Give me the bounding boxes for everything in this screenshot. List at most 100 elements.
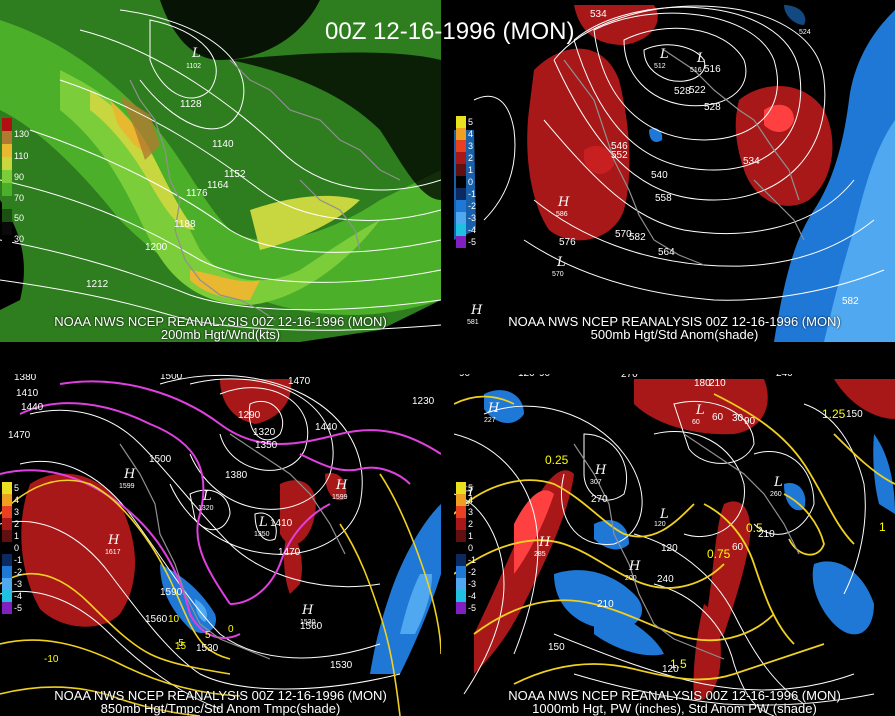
contour-label: 90 [459,374,471,379]
contour-label: 1530 [196,643,219,654]
pw-label: 0.5 [746,521,763,535]
contour-label: 120 [662,664,679,675]
temp-label: 10 [168,614,180,625]
high-value: 581 [467,319,479,326]
high-marker: H [107,533,120,548]
high-value: 200 [625,575,637,582]
legend-label: -2 [14,567,23,577]
contour-label: 570 [615,229,632,240]
contour-label: 120 [518,374,535,379]
temp-label: 0 [228,624,234,635]
temp-label: -10 [44,654,59,665]
contour-label: 240 [776,374,793,379]
contour-label: 1470 [288,376,311,387]
high-marker: H [557,195,570,210]
contour-label: 1530 [330,660,353,671]
legend-label: 1 [468,531,474,541]
low-value: 516 [690,67,702,74]
map-500mb: 534 528 522 528 534 540 546 552 558 564 … [454,0,895,342]
legend-label: 0 [14,543,20,553]
legend-label: -5 [468,237,477,247]
contour-label: 90 [539,374,551,379]
legend-label: -4 [468,591,477,601]
contour-label: 1290 [238,410,261,421]
legend-label: 70 [14,193,25,203]
legend-label: -1 [468,189,477,199]
contour-label: 180 [694,378,711,389]
high-value: 227 [484,417,496,424]
pw-label: 0.75 [707,547,731,561]
legend-label: -2 [468,567,477,577]
legend-label: 1 [14,531,20,541]
caption-line1: NOAA NWS NCEP REANALYSIS 00Z 12-16-1996 … [508,314,841,329]
low-value: 570 [552,271,564,278]
low-value: 1320 [198,505,214,512]
high-value: 586 [556,211,568,218]
low-marker: L [556,255,566,270]
map-850mb: 1380 1410 1440 1470 1500 1500 1470 1290 … [0,374,441,716]
high-marker: H [628,559,641,574]
contour-label: 1176 [186,188,208,199]
contour-label: 1212 [86,279,109,290]
contour-label: 582 [629,232,646,243]
legend-label: -5 [14,603,23,613]
temp-label: -5 [175,638,184,649]
anomaly-legend [2,482,12,614]
high-marker: H [538,535,551,550]
contour-label: 210 [758,529,775,540]
panel-500mb: 534 528 522 528 534 540 546 552 558 564 … [454,0,895,342]
contour-label: 1128 [180,99,202,110]
contour-label: 60 [732,542,744,553]
contour-label: 210 [709,378,726,389]
legend-label: -2 [468,201,477,211]
high-value: 307 [590,479,602,486]
contour-label: 210 [597,599,614,610]
legend-label: 90 [14,172,25,182]
contour-label: 558 [655,193,672,204]
high-value: 285 [534,551,546,558]
legend-label: -3 [468,213,477,223]
anomaly-legend [456,116,466,248]
low-marker: L [695,403,705,418]
legend-label: -3 [14,579,23,589]
low-value: 524 [799,29,811,36]
high-marker: H [301,603,314,618]
contour-label: 1590 [160,587,183,598]
low-value: 260 [770,491,782,498]
high-value: 1599 [119,483,135,490]
legend-label: 50 [14,213,25,223]
caption-line1: NOAA NWS NCEP REANALYSIS 00Z 12-16-1996 … [54,688,387,703]
contour-label: 1152 [224,169,246,180]
low-marker: L [696,51,706,66]
panel-200mb: 1128 1140 1152 1164 1176 1188 1200 1212 … [0,0,441,342]
contour-label: 60 [712,412,724,423]
low-marker: L [202,489,212,504]
caption-line2: 850mb Hgt/Tmpc/Std Anom Tmpc(shade) [100,701,341,716]
contour-label: 1140 [212,139,234,150]
legend-label: 0 [468,543,474,553]
map-200mb: 1128 1140 1152 1164 1176 1188 1200 1212 … [0,0,441,342]
contour-label: 90 [744,416,756,427]
high-marker: H [123,467,136,482]
contour-label: 528 [674,86,691,97]
contour-label: 516 [704,64,721,75]
contour-label: 546 [611,141,628,152]
contour-label: 1560 [145,614,168,625]
contour-label: 150 [548,642,565,653]
legend-label: 3 [468,141,474,151]
caption-line2: 1000mb Hgt, PW (inches), Std Anom PW (sh… [532,701,817,716]
contour-label: 534 [743,156,760,167]
high-value: 1599 [332,494,348,501]
panel-850mb: 1380 1410 1440 1470 1500 1500 1470 1290 … [0,374,441,716]
contour-label: 30 [732,413,744,424]
pw-label: 1 [879,520,886,534]
legend-label: 2 [14,519,20,529]
anomaly-legend [456,482,466,614]
contour-label: 1410 [270,518,293,529]
contour-label: 1440 [315,422,338,433]
contour-label: 552 [611,150,628,161]
legend-label: 3 [14,507,20,517]
pw-label: 1.25 [822,407,846,421]
contour-label: 1470 [278,547,301,558]
contour-label: 1200 [145,242,168,253]
